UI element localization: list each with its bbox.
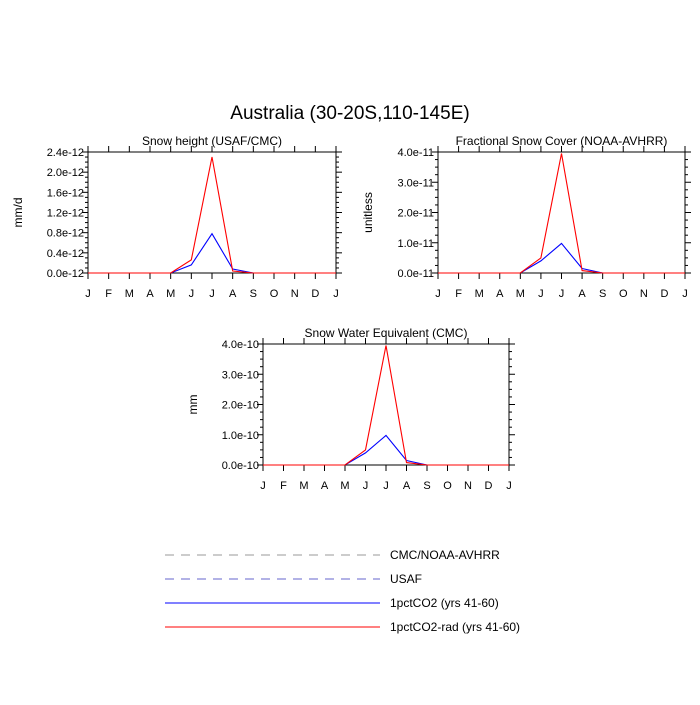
x-tick-label: F (455, 288, 462, 300)
x-tick-label: D (485, 480, 493, 492)
x-tick-label: J (209, 288, 215, 300)
chart-panel-3: Snow Water Equivalent (CMC) 0.0e-10 1.0e-1… (186, 326, 515, 492)
y-tick-label: 3.0e-11 (398, 177, 435, 189)
y-tick-label: 4.0e-11 (398, 147, 435, 159)
x-tick-label: J (435, 288, 441, 300)
x-tick-label: S (599, 288, 606, 300)
y-tick-label: 0.0e-12 (47, 268, 84, 280)
x-tick-label: N (640, 288, 648, 300)
y-axis-label: mm (186, 395, 200, 415)
x-tick-label: M (299, 480, 308, 492)
legend-item: CMC/NOAA-AVHRR (165, 548, 500, 562)
series-line-1 (88, 232, 336, 274)
y-tick-label: 2.0e-10 (222, 400, 259, 412)
y-tick-label: 0.0e-10 (222, 460, 259, 472)
x-tick-label: D (311, 288, 319, 300)
x-tick-label: J (506, 480, 512, 492)
x-tick-label: J (538, 288, 544, 300)
x-tick-label: O (443, 480, 452, 492)
y-tick-label: 2.4e-12 (47, 147, 84, 159)
x-tick-label: J (189, 288, 195, 300)
x-tick-label: F (105, 288, 112, 300)
legend-label: CMC/NOAA-AVHRR (390, 548, 500, 562)
y-tick-label: 1.2e-12 (47, 208, 84, 220)
y-tick-label: 0.4e-12 (47, 248, 84, 260)
x-tick-label: J (260, 480, 266, 492)
figure-title: Australia (30-20S,110-145E) (230, 103, 469, 124)
x-tick-label: M (166, 288, 175, 300)
x-tick-label: S (250, 288, 257, 300)
x-tick-label: J (559, 288, 565, 300)
x-tick-label: N (464, 480, 472, 492)
x-tick-label: N (291, 288, 299, 300)
chart-panel-2: Fractional Snow Cover (NOAA-AVHRR) 0.0e-1… (361, 134, 691, 300)
y-tick-label: 0.8e-12 (47, 228, 84, 240)
series-line-1 (438, 242, 685, 274)
legend-item: 1pctCO2 (yrs 41-60) (165, 596, 499, 610)
x-tick-label: J (333, 288, 339, 300)
plot-frame (87, 151, 337, 274)
series-line-2 (438, 153, 685, 274)
x-tick-label: J (682, 288, 688, 300)
x-tick-label: M (475, 288, 484, 300)
x-tick-label: M (516, 288, 525, 300)
x-tick-label: A (229, 288, 237, 300)
plot-frame (262, 343, 510, 466)
y-tick-label: 3.0e-10 (222, 369, 259, 381)
x-tick-label: D (660, 288, 668, 300)
y-tick-label: 1.0e-11 (398, 238, 435, 250)
y-tick-label: 0.0e-11 (398, 268, 435, 280)
x-tick-label: A (578, 288, 586, 300)
x-tick-label: J (85, 288, 91, 300)
panel-title: Snow Water Equivalent (CMC) (305, 326, 468, 340)
y-tick-label: 2.0e-11 (398, 208, 435, 220)
plot-frame (437, 151, 686, 274)
legend: CMC/NOAA-AVHRR USAF 1pctCO2 (yrs 41-60) 1pc… (165, 548, 520, 634)
y-tick-label: 4.0e-10 (222, 339, 259, 351)
x-tick-label: O (619, 288, 628, 300)
panel-title: Fractional Snow Cover (NOAA-AVHRR) (456, 134, 668, 148)
y-tick-label: 1.0e-10 (222, 430, 259, 442)
x-tick-label: J (383, 480, 389, 492)
x-tick-label: A (403, 480, 411, 492)
y-tick-label: 1.6e-12 (47, 187, 84, 199)
panel-title: Snow height (USAF/CMC) (142, 134, 282, 148)
x-tick-label: S (423, 480, 430, 492)
x-tick-label: J (363, 480, 369, 492)
y-tick-label: 2.0e-12 (47, 167, 84, 179)
legend-item: USAF (165, 572, 422, 586)
x-tick-label: M (125, 288, 134, 300)
chart-panels: Snow height (USAF/CMC) 0.0e-12 0.4e-12 0.8e… (11, 134, 691, 492)
x-tick-label: A (496, 288, 504, 300)
series-line-2 (263, 345, 509, 466)
x-tick-label: A (321, 480, 329, 492)
x-tick-label: F (280, 480, 287, 492)
series-line-1 (263, 434, 509, 466)
x-tick-label: M (340, 480, 349, 492)
y-axis-label: unitless (361, 192, 375, 233)
y-axis-label: mm/d (11, 198, 25, 228)
x-tick-label: A (146, 288, 154, 300)
legend-item: 1pctCO2-rad (yrs 41-60) (165, 620, 520, 634)
legend-label: 1pctCO2 (yrs 41-60) (390, 596, 499, 610)
chart-panel-1: Snow height (USAF/CMC) 0.0e-12 0.4e-12 0.8e… (11, 134, 342, 300)
legend-label: 1pctCO2-rad (yrs 41-60) (390, 620, 520, 634)
x-tick-label: O (270, 288, 279, 300)
legend-label: USAF (390, 572, 422, 586)
series-line-2 (88, 156, 336, 274)
